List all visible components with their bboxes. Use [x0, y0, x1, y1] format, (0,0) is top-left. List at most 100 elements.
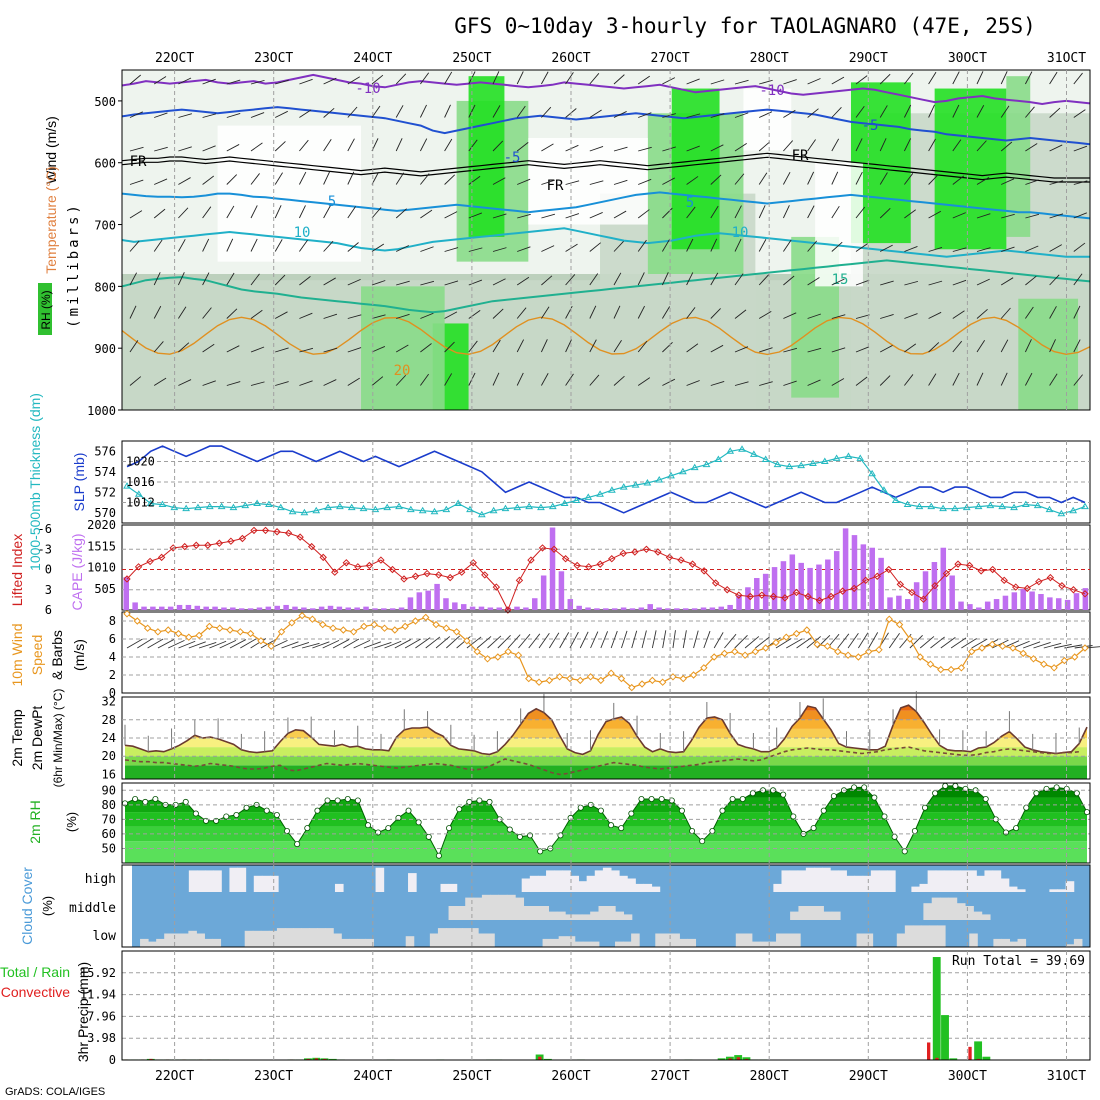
wind-barb — [1000, 372, 1008, 386]
cloud-cell — [937, 925, 946, 947]
wind-barb — [1000, 71, 1008, 85]
cape-bar — [1038, 594, 1044, 610]
precip-total-bar — [932, 957, 941, 1060]
precip-total-bar — [949, 1058, 958, 1060]
rh-marker — [294, 841, 301, 848]
wind-marker — [617, 674, 626, 683]
wind-barb — [880, 280, 894, 286]
precip-conv-bar — [323, 1058, 327, 1060]
wind-barb — [371, 314, 386, 319]
wind-barb — [395, 73, 407, 85]
bottom-date-tick: 28OCT — [750, 1069, 789, 1084]
wind-barb — [807, 240, 818, 252]
rh-marker — [192, 810, 199, 817]
wind-marker — [854, 653, 863, 661]
thickness-marker — [454, 499, 463, 507]
li-marker — [873, 572, 881, 580]
wind-barb — [976, 176, 990, 185]
wind-barb — [202, 380, 216, 386]
surface-wind-barb — [487, 635, 502, 649]
cape-bar — [709, 607, 716, 610]
wind-barb — [710, 380, 725, 386]
cloud-cell — [1000, 878, 1010, 892]
wind-barb — [468, 310, 481, 319]
rh-frame — [121, 782, 1091, 864]
cloud-cell — [582, 941, 592, 947]
thickness-marker — [1069, 506, 1078, 514]
rh-marker — [486, 798, 493, 805]
wind-barb — [395, 172, 405, 185]
wind-barb — [976, 247, 991, 252]
wind-barb — [347, 347, 362, 353]
wind-barb — [178, 77, 192, 85]
thickness-marker — [182, 504, 191, 512]
rh-marker — [709, 828, 716, 835]
bottom-date-tick: 27OCT — [651, 1069, 690, 1084]
wind-barb — [541, 143, 554, 152]
thickness-marker — [714, 455, 723, 462]
wind-barb — [952, 372, 960, 386]
cloud-cell — [462, 928, 471, 947]
wind-barb — [323, 240, 334, 252]
cloud-cell — [1016, 889, 1026, 892]
li-marker — [804, 592, 812, 601]
wind-barb — [178, 146, 192, 152]
cape-bar — [1020, 588, 1026, 610]
cloud-cell — [687, 938, 697, 947]
surface-wind-barb — [147, 638, 164, 649]
cloud-cell — [556, 911, 566, 920]
wind-barb — [444, 373, 453, 386]
pressure-tick-label: 500 — [94, 95, 116, 109]
li-marker — [342, 559, 351, 567]
wind-marker — [236, 628, 245, 636]
wind-tick: 0 — [109, 686, 116, 700]
wind-marker — [782, 633, 790, 641]
wind-barb — [178, 177, 191, 185]
cape-bar — [354, 607, 360, 610]
temp-line — [124, 704, 1088, 756]
wind-barb — [928, 311, 942, 319]
thickness-marker — [962, 503, 971, 511]
wind-barb — [444, 138, 453, 152]
surface-wind-barb — [930, 636, 945, 649]
rh-marker — [921, 804, 928, 811]
li-marker — [215, 539, 224, 547]
wind-barb — [613, 210, 627, 219]
thickness-marker — [265, 500, 273, 508]
li-marker — [688, 560, 697, 568]
thickness-marker — [631, 481, 640, 488]
li-marker — [735, 591, 743, 599]
wind-barb — [299, 347, 314, 353]
li-marker — [469, 559, 477, 567]
wind-barb — [1025, 71, 1033, 85]
thickness-marker — [430, 507, 439, 515]
cape-bar — [993, 599, 1000, 610]
cloud-cell — [172, 933, 181, 947]
cloud-cell — [943, 870, 953, 892]
wind-barb — [589, 109, 602, 118]
wind-marker — [174, 629, 183, 638]
thickness-marker — [395, 502, 403, 510]
cloud-cell — [590, 911, 600, 920]
wind-marker — [483, 655, 492, 663]
wind-barb — [177, 272, 185, 286]
credit-label: GrADS: COLA/IGES — [5, 1086, 105, 1098]
wind-barb — [395, 138, 403, 152]
wind-barb — [468, 175, 481, 185]
wind-barb — [468, 340, 478, 353]
wind-barb — [734, 205, 742, 219]
rh-shaded-region — [468, 76, 505, 237]
wind-barb — [274, 274, 286, 286]
cape-bar — [425, 590, 431, 610]
pressure-tick-label: 800 — [94, 280, 116, 294]
rh-marker — [729, 796, 736, 803]
li-marker — [157, 553, 166, 562]
isotherm-line — [121, 227, 1090, 258]
wind-barb — [323, 107, 335, 118]
wind-barb — [202, 175, 215, 185]
wind-barb — [178, 113, 192, 118]
temp-tick: 32 — [102, 695, 116, 709]
wind-barb — [1025, 245, 1039, 252]
wind-barb — [516, 71, 524, 85]
li-marker — [942, 569, 951, 578]
